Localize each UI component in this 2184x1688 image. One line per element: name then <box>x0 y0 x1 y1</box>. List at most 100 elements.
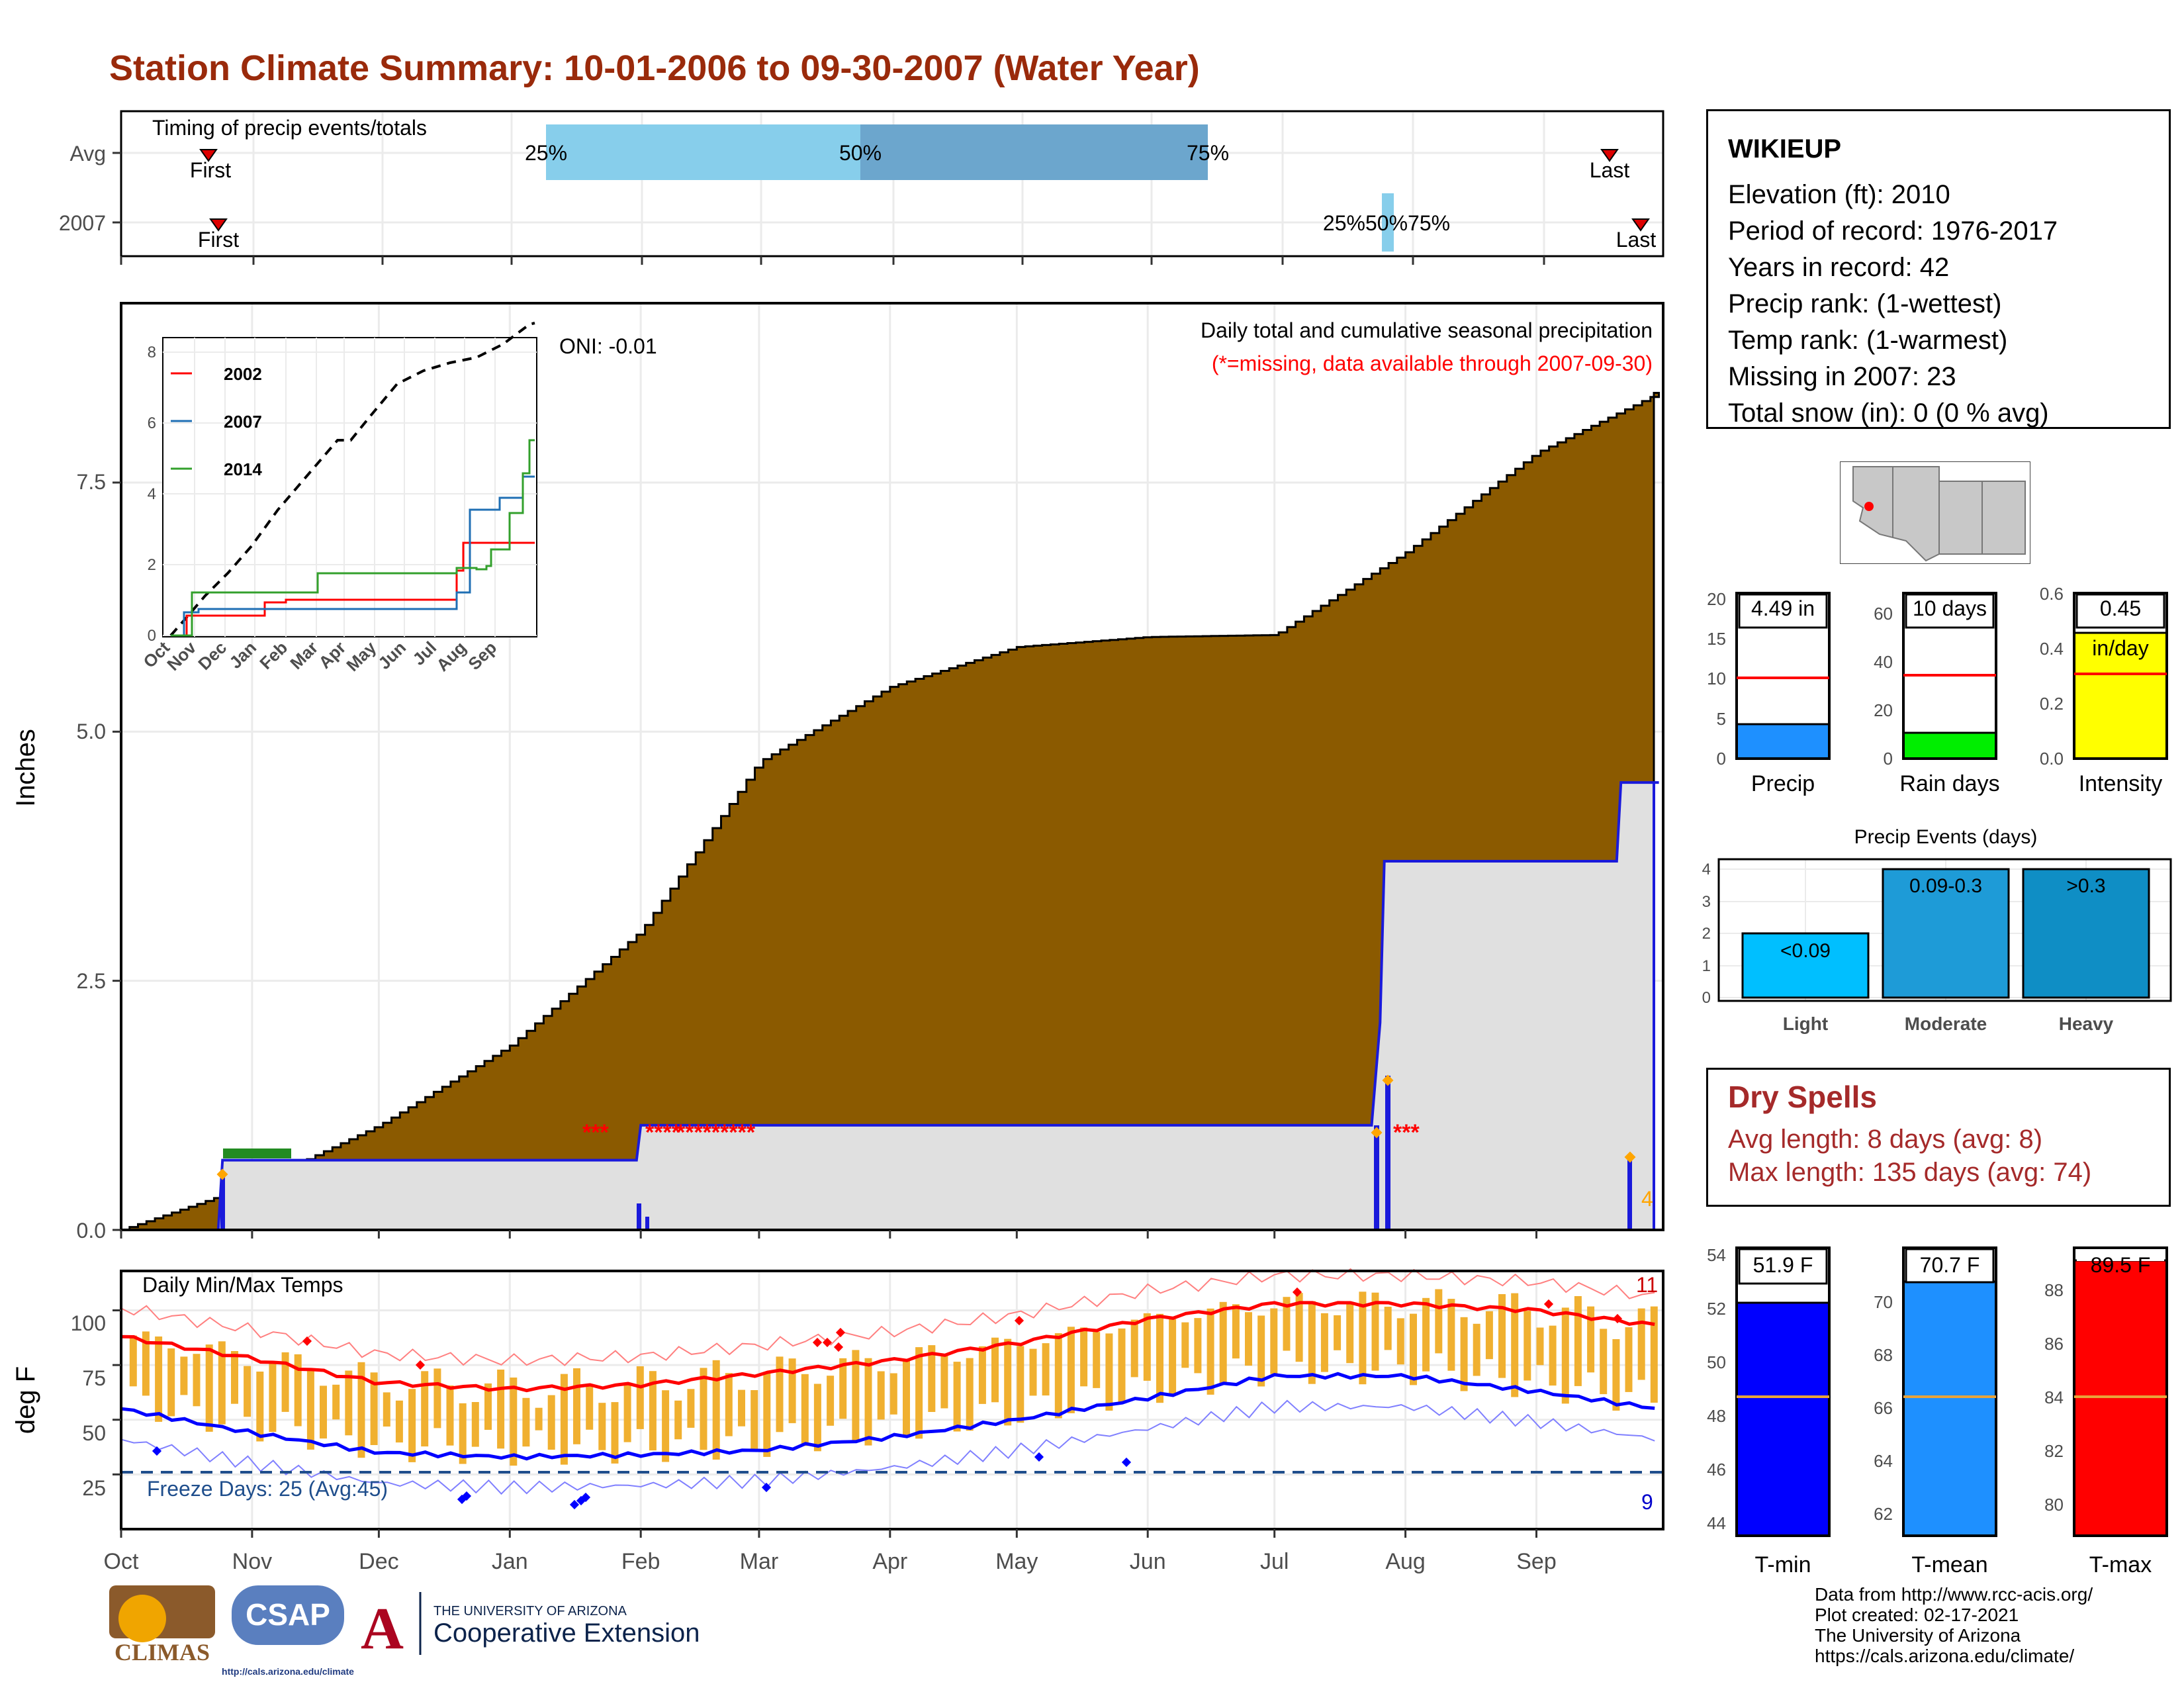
temp-bar <box>839 1358 847 1419</box>
temp-bar <box>345 1370 353 1436</box>
temp-bar <box>1396 1318 1404 1365</box>
avg-p25-label: 25% <box>525 141 567 165</box>
temp-bar <box>1181 1322 1189 1368</box>
missing-note: (*=missing, data available through 2007-… <box>1212 352 1653 375</box>
tmean-ytick-66: 66 <box>1874 1398 1893 1418</box>
temp-bar <box>1359 1291 1367 1385</box>
precip-bar-ytick-1: 5 <box>1717 709 1726 729</box>
temp-bar <box>889 1373 897 1415</box>
inset-ytick-1: 2 <box>148 556 156 574</box>
tmax-ytick-84: 84 <box>2044 1387 2064 1407</box>
precip-corner-value: 4 <box>1641 1187 1653 1211</box>
raindays-bar-ytick-1: 20 <box>1874 700 1893 720</box>
temp-bar <box>1600 1329 1608 1395</box>
intensity-bar-ytick-0: 0.0 <box>2040 749 2064 769</box>
y2007-percentiles-label: 25%50%75% <box>1323 211 1450 235</box>
tmax-ytick-86: 86 <box>2044 1334 2064 1354</box>
precip-ylabel: Inches <box>11 729 40 807</box>
temp-bar <box>383 1392 390 1427</box>
temp-bar <box>522 1397 530 1447</box>
temp-bar <box>1650 1306 1658 1403</box>
temp-bar <box>738 1389 745 1427</box>
temp-ytick-100: 100 <box>71 1311 106 1335</box>
month-label-may: May <box>995 1549 1038 1574</box>
precip-bar-label: Precip <box>1751 771 1815 796</box>
temp-ylabel: deg F <box>11 1366 40 1434</box>
temp-bar <box>1105 1333 1113 1411</box>
tmax-bar-chart: 89.5 F 80 82 84 86 88 T-max <box>2044 1246 2168 1577</box>
temp-bar <box>1410 1313 1417 1385</box>
temp-bar <box>231 1351 238 1404</box>
precip-bar-chart: 4.49 in 0 5 10 15 20 Precip <box>1707 589 1831 796</box>
temp-bar <box>903 1360 910 1438</box>
month-label-dec: Dec <box>359 1549 398 1574</box>
timing-panel: Timing of precip events/totals Avg 2007 … <box>59 110 1664 265</box>
temp-bar <box>1536 1327 1544 1366</box>
temp-bar <box>700 1368 707 1450</box>
temp-bar <box>193 1354 201 1407</box>
station-snow: Total snow (in): 0 (0 % avg) <box>1728 399 2049 428</box>
precip-ytick-0: 0.0 <box>77 1219 106 1243</box>
temp-bar <box>459 1403 467 1464</box>
month-label-sep: Sep <box>1516 1549 1557 1574</box>
temp-bar <box>801 1374 809 1446</box>
daily-precip-bars <box>220 1076 1632 1230</box>
avg-max-line <box>120 1301 1655 1393</box>
temp-bar <box>1067 1327 1075 1413</box>
dry-spells-max: Max length: 135 days (avg: 74) <box>1728 1158 2092 1187</box>
temp-bar <box>1346 1304 1354 1364</box>
temp-bar <box>649 1371 657 1451</box>
tmean-ytick-70: 70 <box>1874 1292 1893 1312</box>
temp-bar <box>433 1368 441 1429</box>
temp-bar <box>763 1372 771 1457</box>
precip-title: Daily total and cumulative seasonal prec… <box>1201 318 1653 342</box>
temp-bar <box>395 1400 403 1443</box>
dry-spells-box: Dry Spells Avg length: 8 days (avg: 8) M… <box>1706 1068 2171 1207</box>
temp-bar <box>1004 1338 1012 1426</box>
temp-ytick-25: 25 <box>82 1476 106 1500</box>
climas-logo: CLIMAS <box>109 1585 215 1665</box>
temp-bar <box>142 1331 150 1396</box>
temp-bar <box>928 1345 936 1412</box>
temp-bar <box>129 1335 137 1387</box>
temp-bar <box>1054 1333 1062 1419</box>
inset-legend-2002: 2002 <box>224 364 262 384</box>
raindays-bar-label: Rain days <box>1899 771 1999 796</box>
month-labels: Oct Nov Dec Jan Feb Mar Apr May Jun Jul Aug Sep <box>104 1549 1557 1574</box>
avg-cumulative-area <box>121 392 1661 1231</box>
credit-source: Data from http://www.rcc-acis.org/ <box>1815 1584 2093 1605</box>
month-label-oct: Oct <box>104 1549 139 1574</box>
temp-bar <box>1118 1328 1126 1404</box>
temp-bar <box>940 1354 948 1409</box>
temp-bar <box>1308 1301 1316 1384</box>
tmax-ytick-80: 80 <box>2044 1495 2064 1515</box>
locator-map <box>1840 461 2030 564</box>
avg-p75-label: 75% <box>1187 141 1229 165</box>
tmin-bar-chart: 51.9 F 44 46 48 50 52 54 T-min <box>1707 1245 1831 1577</box>
temp-bar <box>484 1383 492 1430</box>
tmean-bar-chart: 70.7 F 62 64 66 68 70 T-mean <box>1874 1246 1997 1577</box>
oni-value: ONI: -0.01 <box>559 334 657 358</box>
events-bar-moderate-label: 0.09-0.3 <box>1909 875 1982 897</box>
month-label-jul: Jul <box>1260 1549 1289 1574</box>
month-label-jun: Jun <box>1130 1549 1166 1574</box>
avg-first-label: First <box>190 158 231 182</box>
tmin-ytick-44: 44 <box>1707 1513 1726 1533</box>
precip-main-panel: *** **** ********* *** 0.0 2.5 5.0 7.5 I… <box>11 302 1664 1243</box>
intensity-bar-chart: 0.45 in/day 0.0 0.2 0.4 0.6 Intensity <box>2040 584 2168 796</box>
inset-legend-2007: 2007 <box>224 412 262 432</box>
temp-bar <box>978 1346 986 1404</box>
temp-bar <box>864 1358 872 1446</box>
temp-bar <box>1143 1313 1151 1381</box>
temp-bar <box>320 1385 327 1439</box>
temp-bar <box>788 1358 796 1423</box>
credit-university: The University of Arizona <box>1815 1625 2021 1646</box>
tmean-ytick-68: 68 <box>1874 1345 1893 1365</box>
svg-text:****: **** <box>645 1120 681 1145</box>
events-category-moderate: Moderate <box>1905 1013 1987 1034</box>
temp-bar <box>877 1371 885 1420</box>
tmax-ytick-88: 88 <box>2044 1280 2064 1300</box>
temp-bar <box>1612 1339 1620 1411</box>
temp-bar <box>205 1344 213 1432</box>
temp-bar <box>1498 1294 1506 1378</box>
